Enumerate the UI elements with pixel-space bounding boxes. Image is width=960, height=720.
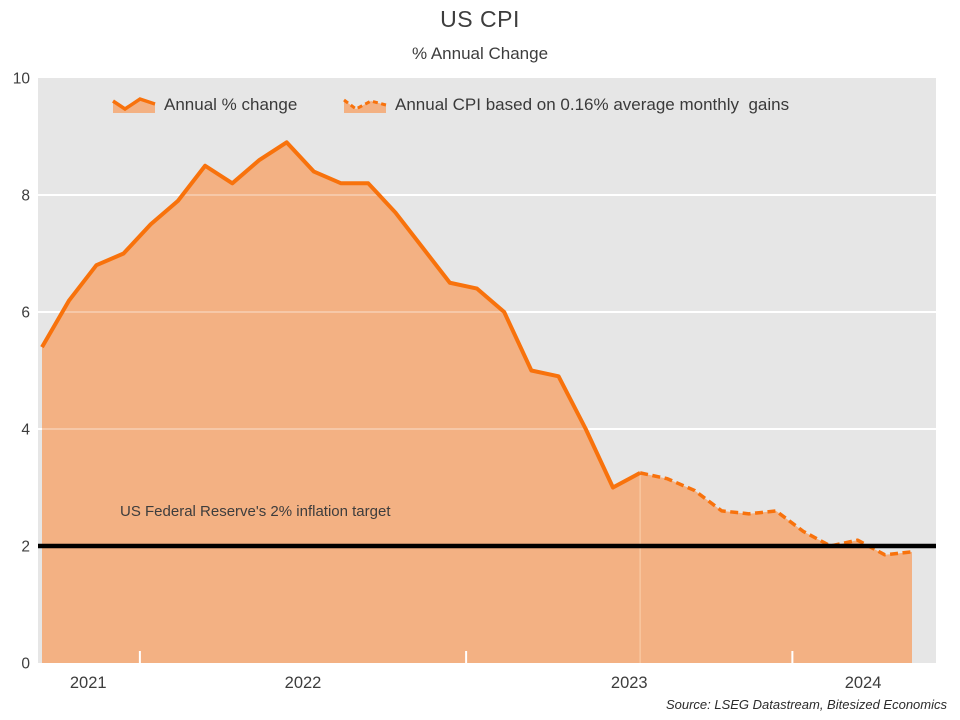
legend-item-cpi-projection: Annual CPI based on 0.16% average monthl… bbox=[343, 95, 789, 115]
inflation-target-annotation: US Federal Reserve's 2% inflation target bbox=[120, 503, 391, 520]
legend-label-annual-change: Annual % change bbox=[164, 95, 298, 114]
x-axis-year-label: 2022 bbox=[285, 674, 322, 692]
y-axis-label: 4 bbox=[21, 422, 30, 439]
y-axis-label: 6 bbox=[21, 305, 30, 322]
x-axis-year-label: 2024 bbox=[845, 674, 882, 692]
x-axis-year-label: 2021 bbox=[70, 674, 107, 692]
dashed-area-line-icon bbox=[343, 98, 387, 113]
solid-area-line-icon bbox=[112, 97, 156, 113]
y-axis-label: 10 bbox=[13, 71, 31, 88]
chart-subtitle: % Annual Change bbox=[411, 44, 549, 63]
legend-item-annual-change: Annual % change bbox=[112, 95, 297, 115]
source-credit: Source: LSEG Datastream, Bitesized Econo… bbox=[665, 697, 947, 712]
cpi-actual-line-solid bbox=[40, 140, 642, 490]
legend-label-cpi-projection: Annual CPI based on 0.16% average monthl… bbox=[395, 95, 790, 114]
area-fill-actual bbox=[42, 142, 641, 664]
y-axis-label: 8 bbox=[21, 188, 30, 205]
y-axis-label: 0 bbox=[21, 656, 30, 673]
x-axis-year-label: 2023 bbox=[611, 674, 648, 692]
chart-title: US CPI bbox=[440, 6, 520, 32]
y-axis-label: 2 bbox=[21, 539, 30, 556]
area-fill-projection bbox=[640, 472, 912, 663]
